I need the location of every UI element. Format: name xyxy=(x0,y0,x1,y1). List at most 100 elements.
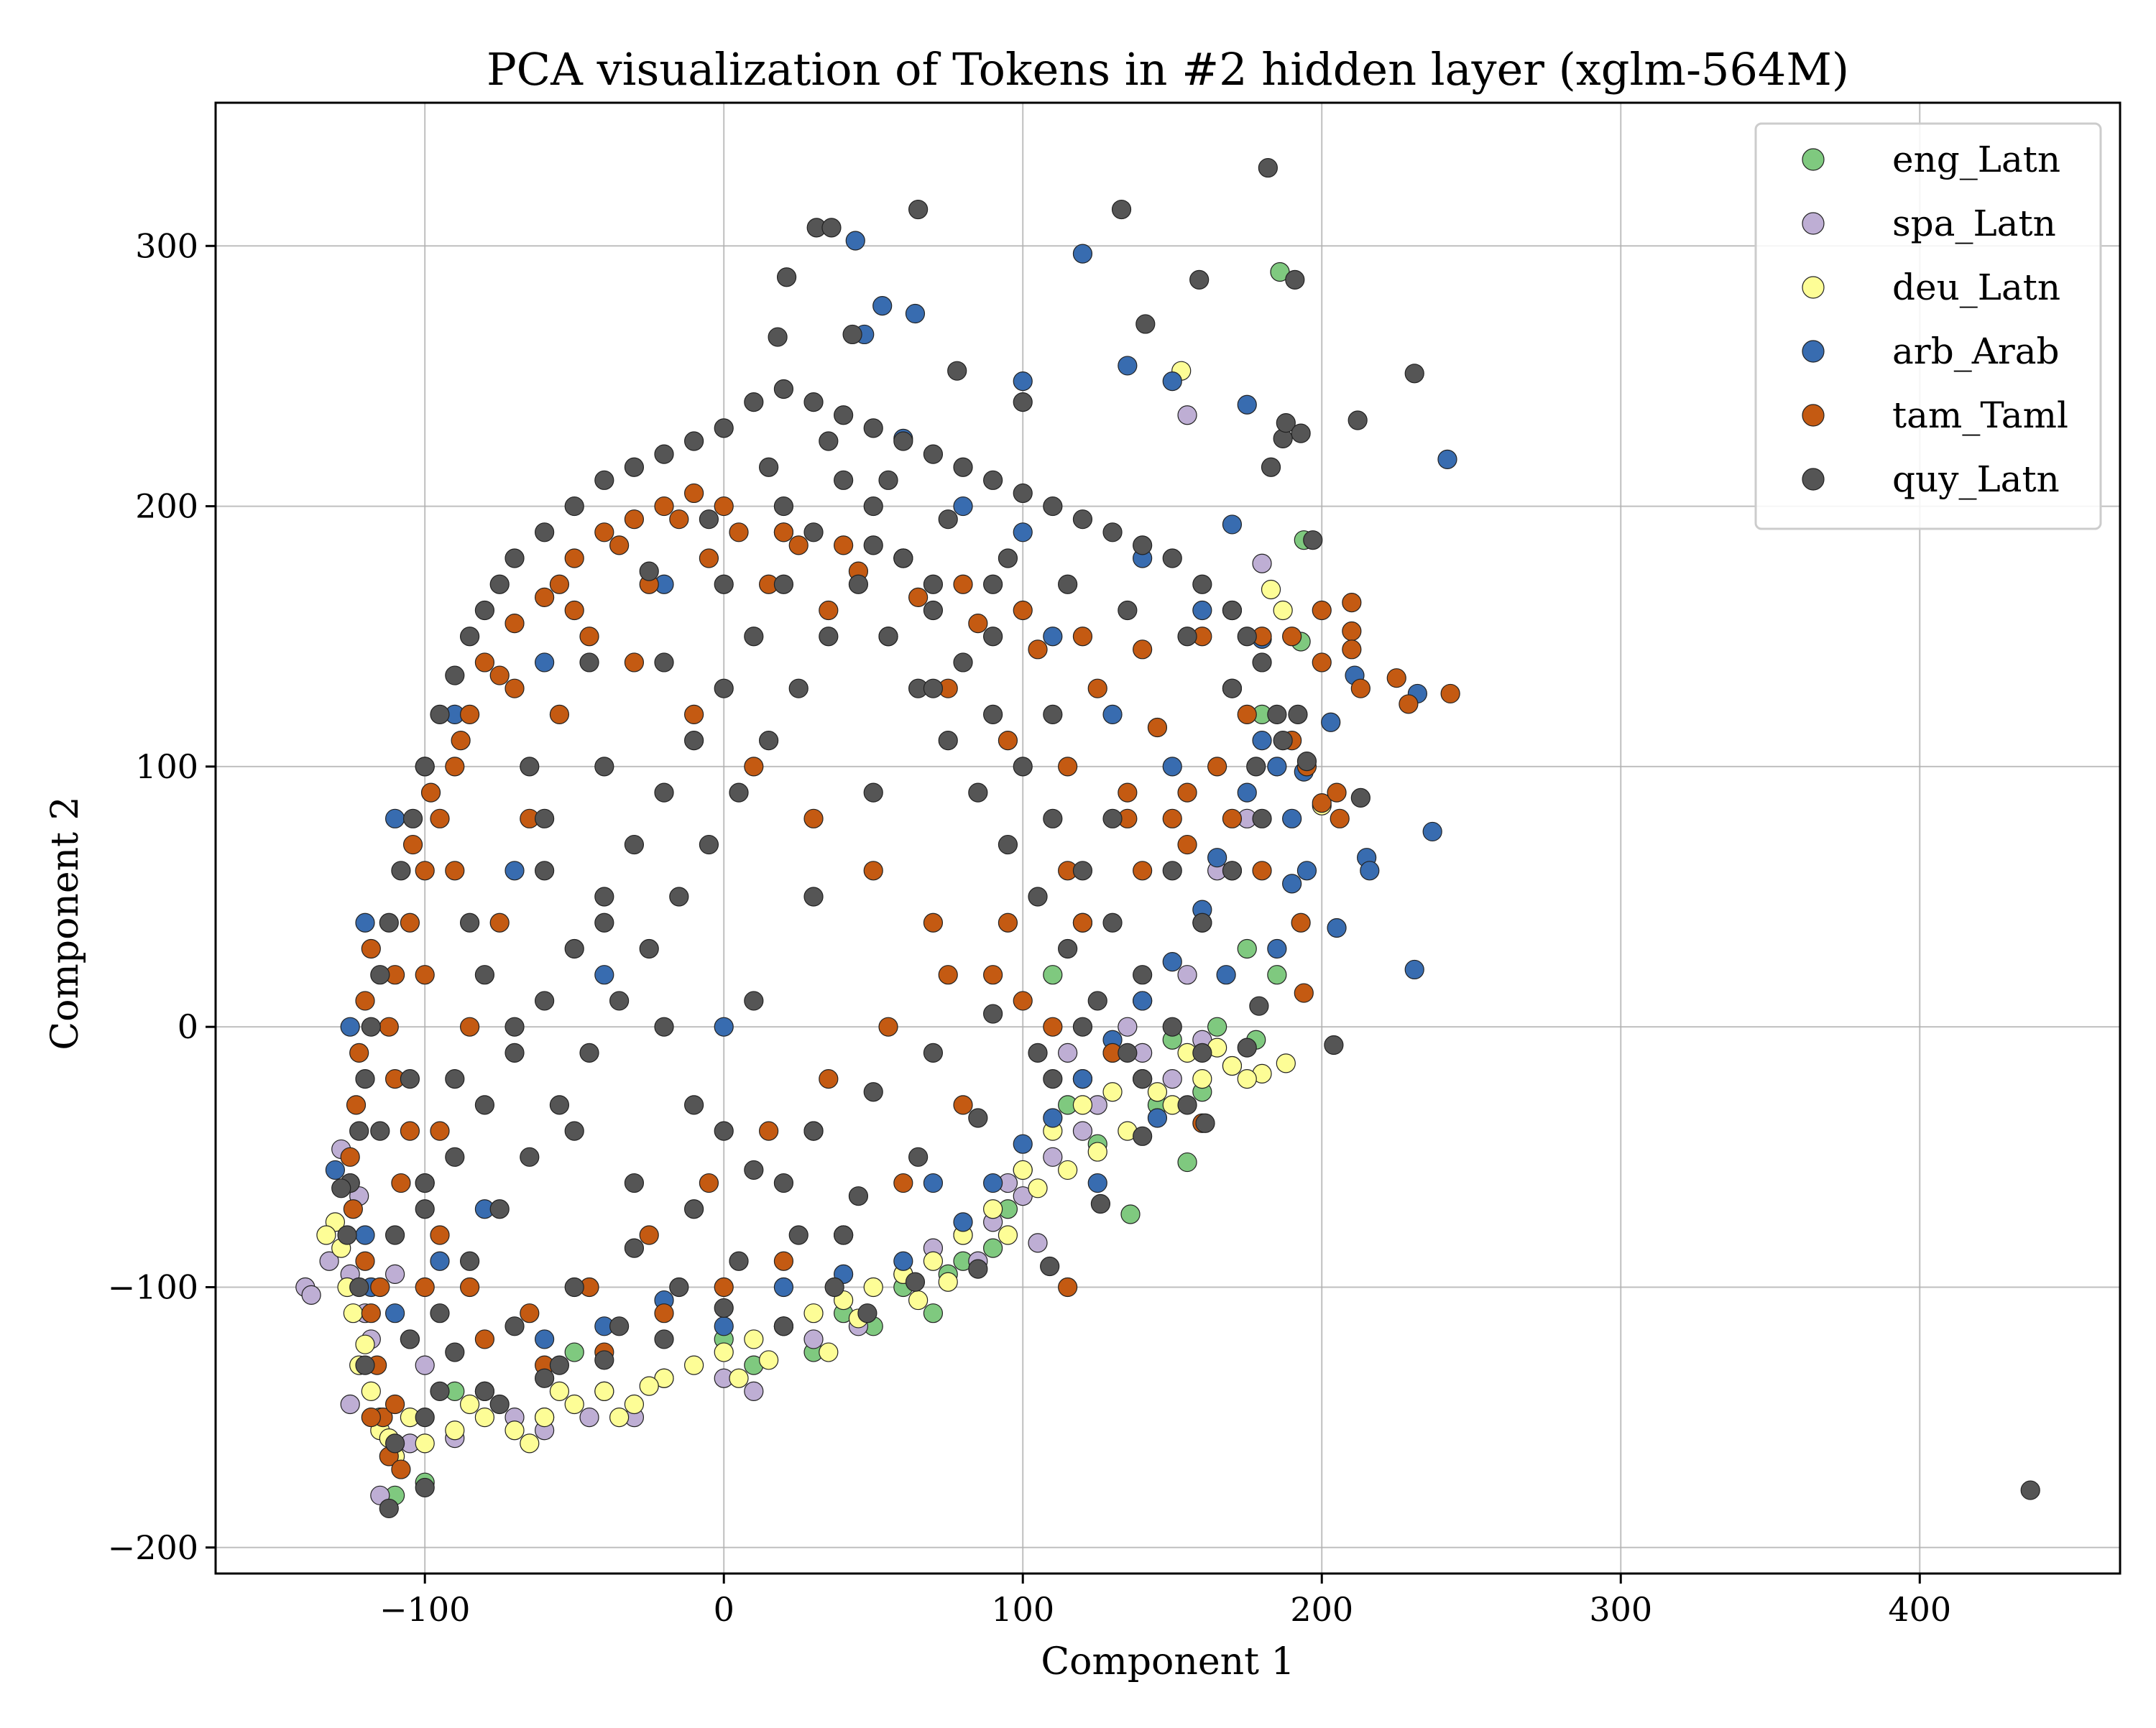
x-tick-label: 0 xyxy=(714,1590,734,1629)
data-point xyxy=(759,731,779,751)
data-point xyxy=(1102,1082,1123,1102)
data-point xyxy=(415,1277,435,1298)
data-point xyxy=(361,1381,381,1401)
data-point xyxy=(1162,1069,1182,1089)
data-point xyxy=(594,757,614,777)
data-point xyxy=(1222,514,1243,535)
data-point xyxy=(654,1329,674,1349)
data-point xyxy=(355,912,375,933)
data-point xyxy=(684,483,704,504)
series-arb_Arab xyxy=(325,231,1457,1349)
data-point xyxy=(445,1420,465,1441)
data-point xyxy=(1350,787,1370,808)
data-point xyxy=(714,1316,734,1336)
data-point xyxy=(1072,1017,1093,1037)
data-point xyxy=(1222,861,1243,881)
data-point xyxy=(744,1329,764,1349)
data-point xyxy=(1147,717,1168,738)
data-point xyxy=(953,1212,973,1232)
data-point xyxy=(1133,1069,1153,1089)
data-point xyxy=(564,938,584,959)
data-point xyxy=(1102,912,1123,933)
data-point xyxy=(1177,965,1197,985)
data-point xyxy=(983,470,1003,490)
data-point xyxy=(803,392,824,412)
data-point xyxy=(415,861,435,881)
data-point xyxy=(1087,1173,1107,1193)
legend-marker xyxy=(1802,340,1825,363)
x-axis-label: Component 1 xyxy=(1041,1640,1294,1683)
data-point xyxy=(1058,1277,1078,1298)
data-point xyxy=(415,1433,435,1454)
data-point xyxy=(639,938,659,959)
data-point xyxy=(340,1017,360,1037)
data-point xyxy=(938,1272,958,1292)
data-point xyxy=(863,1277,883,1298)
data-point xyxy=(624,457,645,477)
data-point xyxy=(1252,652,1272,673)
data-point xyxy=(1118,600,1138,621)
data-point xyxy=(1072,1095,1093,1115)
data-point xyxy=(594,912,614,933)
y-tick-label: 0 xyxy=(178,1007,198,1046)
data-point xyxy=(1043,965,1063,985)
data-point xyxy=(1296,861,1317,881)
data-point xyxy=(1252,553,1272,573)
data-point xyxy=(474,1381,495,1401)
data-point xyxy=(803,1303,824,1323)
data-point xyxy=(1222,1055,1243,1076)
data-point xyxy=(415,1199,435,1219)
data-point xyxy=(1043,1147,1063,1167)
data-point xyxy=(1013,757,1033,777)
data-point xyxy=(1162,371,1182,392)
data-point xyxy=(1267,704,1287,725)
data-point xyxy=(1261,579,1281,600)
data-point xyxy=(1028,1233,1048,1253)
data-point xyxy=(654,496,674,517)
data-point xyxy=(923,600,944,621)
data-point xyxy=(1267,938,1287,959)
data-point xyxy=(773,496,794,517)
data-point xyxy=(803,522,824,542)
data-point xyxy=(819,627,839,647)
data-point xyxy=(968,1259,988,1279)
data-point xyxy=(983,1238,1003,1258)
data-point xyxy=(819,1342,839,1362)
data-point xyxy=(535,522,555,542)
x-tick-label: 200 xyxy=(1290,1590,1353,1629)
data-point xyxy=(331,1178,351,1198)
data-point xyxy=(400,1329,420,1349)
data-point xyxy=(549,1095,570,1115)
data-point xyxy=(1072,509,1093,530)
data-point xyxy=(474,600,495,621)
data-point xyxy=(505,1043,525,1063)
data-point xyxy=(460,1277,480,1298)
data-point xyxy=(445,1069,465,1089)
x-tick-label: 400 xyxy=(1888,1590,1951,1629)
data-point xyxy=(1013,991,1033,1011)
data-point xyxy=(385,808,405,828)
data-point xyxy=(1294,983,1314,1003)
data-point xyxy=(983,1199,1003,1219)
data-point xyxy=(549,574,570,594)
data-point xyxy=(474,1329,495,1349)
data-point xyxy=(893,431,913,451)
data-point xyxy=(1072,1069,1093,1089)
data-point xyxy=(1147,1108,1168,1128)
data-point xyxy=(1192,912,1212,933)
data-point xyxy=(379,1017,399,1037)
data-point xyxy=(1342,621,1362,642)
data-point xyxy=(863,496,883,517)
data-point xyxy=(1043,1017,1063,1037)
data-point xyxy=(684,1199,704,1219)
data-point xyxy=(714,496,734,517)
data-point xyxy=(1291,912,1311,933)
data-point xyxy=(684,1355,704,1375)
data-point xyxy=(908,1147,929,1167)
data-point xyxy=(609,1316,630,1336)
data-point xyxy=(594,887,614,907)
series-deu_Latn xyxy=(316,361,1332,1466)
data-point xyxy=(654,652,674,673)
data-point xyxy=(361,938,381,959)
